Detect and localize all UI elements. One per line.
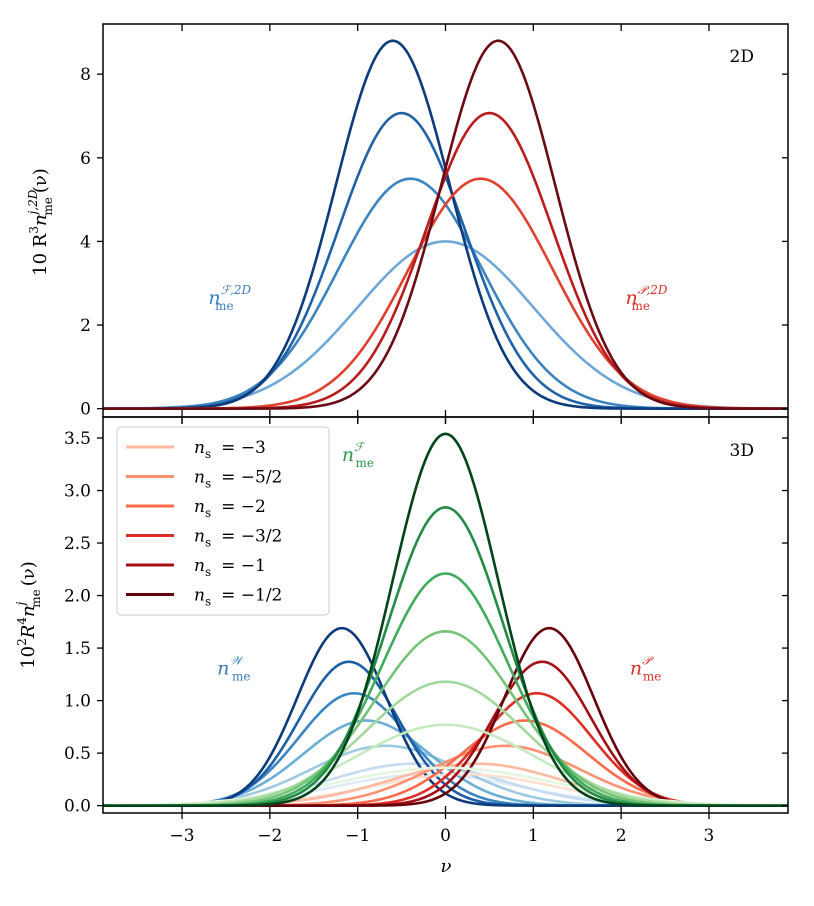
legend: ns = −3 ns = −5/2 ns = −2 ns = −3/2 ns = −1 ns = −1… (116, 426, 330, 616)
bot-y-tick-label: 2.0 (64, 587, 91, 607)
bot-y-tick-label: 1.0 (64, 692, 91, 712)
bot-curve-f-16 (103, 680, 788, 807)
bot-y-tick-label: 0.0 (64, 797, 91, 817)
top-y-ticks: 0 2 4 6 8 (80, 65, 788, 420)
legend-frame (116, 426, 330, 616)
bot-x-tick-label: 0 (440, 826, 451, 846)
top-axes-frame (102, 23, 789, 418)
bot-y-tick-label: 0.5 (64, 744, 91, 764)
bot-y-tick-label: 3.0 (64, 482, 91, 502)
top-y-tick-label: 2 (80, 316, 91, 336)
top-curve-f-1 (103, 177, 788, 410)
bot-curve-f-17 (103, 629, 788, 807)
bottom-x-axis-label: ν (441, 856, 452, 877)
top-panel-tag: 2D (730, 47, 754, 67)
top-series-label-p: n𝒫,2D me (626, 283, 668, 313)
bot-x-tick-label: −3 (170, 826, 195, 846)
bottom-series-label-w: n𝒲 me (217, 653, 250, 683)
bot-x-tick-label: −2 (257, 826, 282, 846)
top-curve-p-4 (103, 177, 788, 410)
top-panel: 0 2 4 6 8 2D 10 R3nj,2Dme(ν) nℱ,2D me n𝒫,2D me (26, 23, 789, 424)
legend-entry-label: ns = −1 (194, 556, 266, 579)
top-curve-f-0 (102, 240, 789, 410)
bot-x-tick-label: 2 (616, 826, 627, 846)
bot-curve-f-20 (103, 432, 788, 807)
top-y-tick-label: 8 (80, 65, 91, 85)
top-series-label-f: nℱ,2D me (208, 283, 251, 313)
bot-x-tick-label: 1 (528, 826, 539, 846)
bot-x-tick-label: −1 (345, 826, 370, 846)
bot-curve-w-6 (103, 626, 788, 807)
bot-curve-w-4 (103, 691, 788, 807)
bottom-panel: 0.0 0.5 1.0 1.5 2.0 2.5 3.0 3.5 −3 −2 −1 0 1 2 3 3D 1… (14, 416, 789, 877)
legend-entry-label: ns = −2 (194, 497, 266, 520)
bot-x-tick-label: 3 (704, 826, 715, 846)
bot-y-tick-label: 3.5 (64, 429, 91, 449)
bot-y-tick-label: 2.5 (64, 534, 91, 554)
top-curve-p-5 (103, 111, 788, 410)
bot-curve-p-11 (103, 691, 788, 807)
bottom-series-label-p: n𝒫 me (630, 653, 661, 683)
bottom-curves (102, 432, 789, 807)
top-y-tick-label: 0 (80, 400, 91, 420)
bottom-series-label-f: nℱ me (342, 440, 374, 470)
bot-curve-p-12 (103, 660, 788, 807)
legend-entry-label: ns = −3/2 (194, 527, 282, 550)
top-curve-p-6 (103, 39, 788, 410)
top-y-axis-label: 10 R3nj,2Dme(ν) (26, 168, 55, 276)
legend-entries: ns = −3 ns = −5/2 ns = −2 ns = −3/2 ns = −1 ns = −1… (126, 438, 282, 609)
top-curve-f-2 (103, 111, 788, 410)
legend-entry-label: ns = −3 (194, 438, 266, 461)
bottom-panel-tag: 3D (730, 441, 754, 461)
bot-curve-p-13 (103, 626, 788, 807)
bottom-y-axis-label: 102R4njme(ν) (14, 561, 43, 669)
legend-entry-label: ns = −5/2 (194, 468, 282, 491)
top-curves (102, 39, 789, 410)
top-x-ticks (181, 24, 710, 424)
bot-y-tick-label: 1.5 (64, 639, 91, 659)
top-y-tick-label: 6 (80, 149, 91, 169)
bottom-x-ticks: −3 −2 −1 0 1 2 3 (170, 417, 715, 846)
top-curve-f-3 (103, 39, 788, 410)
bottom-y-ticks: 0.0 0.5 1.0 1.5 2.0 2.5 3.0 3.5 (64, 429, 788, 817)
top-y-tick-label: 4 (80, 232, 91, 252)
legend-entry-label: ns = −1/2 (194, 586, 282, 609)
